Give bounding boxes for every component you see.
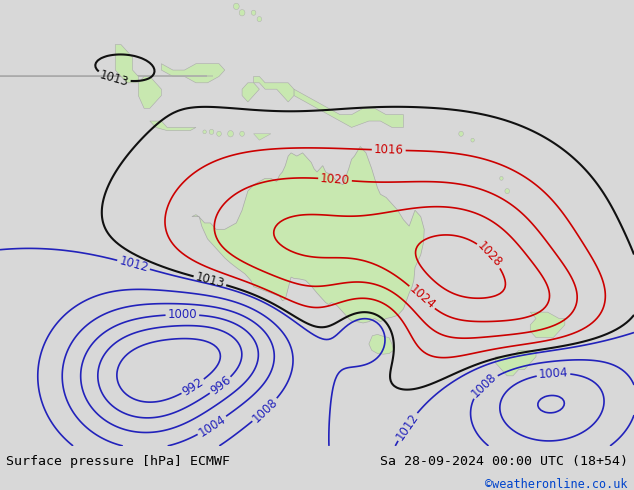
Text: 1013: 1013: [98, 68, 130, 89]
Circle shape: [228, 131, 233, 137]
Text: 992: 992: [180, 375, 206, 398]
Text: 1012: 1012: [117, 254, 150, 275]
Circle shape: [239, 10, 245, 16]
Text: 1004: 1004: [538, 367, 569, 381]
Circle shape: [257, 17, 262, 22]
Text: 1020: 1020: [320, 172, 351, 187]
Circle shape: [505, 189, 510, 194]
Polygon shape: [369, 335, 394, 354]
Polygon shape: [254, 134, 271, 140]
Polygon shape: [496, 350, 536, 376]
Circle shape: [471, 138, 474, 142]
Polygon shape: [294, 89, 403, 127]
Text: 1008: 1008: [250, 395, 280, 425]
Circle shape: [203, 130, 206, 134]
Polygon shape: [530, 312, 565, 338]
Polygon shape: [115, 45, 138, 83]
Polygon shape: [150, 121, 196, 131]
Circle shape: [233, 3, 239, 10]
Text: 1024: 1024: [406, 283, 437, 312]
Circle shape: [209, 129, 214, 134]
Polygon shape: [242, 83, 259, 102]
Text: 1028: 1028: [475, 240, 505, 270]
Text: 996: 996: [208, 373, 233, 397]
Text: Sa 28-09-2024 00:00 UTC (18+54): Sa 28-09-2024 00:00 UTC (18+54): [380, 455, 628, 468]
Text: 1000: 1000: [167, 308, 197, 321]
Circle shape: [500, 176, 503, 180]
Circle shape: [217, 131, 221, 136]
Text: 1012: 1012: [393, 411, 421, 442]
Polygon shape: [192, 147, 424, 323]
Polygon shape: [254, 76, 294, 102]
Circle shape: [240, 131, 244, 136]
Text: 1013: 1013: [194, 270, 226, 291]
Polygon shape: [138, 76, 162, 108]
Circle shape: [251, 10, 256, 15]
Text: Surface pressure [hPa] ECMWF: Surface pressure [hPa] ECMWF: [6, 455, 230, 468]
Polygon shape: [162, 64, 225, 83]
Text: 1008: 1008: [469, 370, 499, 400]
Text: 1016: 1016: [373, 143, 404, 157]
Circle shape: [459, 131, 463, 136]
Text: ©weatheronline.co.uk: ©weatheronline.co.uk: [485, 478, 628, 490]
Text: 1004: 1004: [196, 412, 228, 439]
